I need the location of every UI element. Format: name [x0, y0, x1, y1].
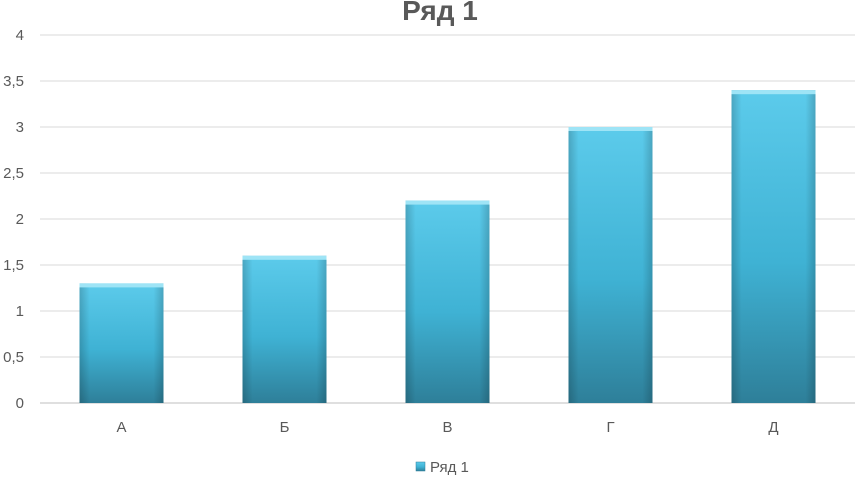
legend: Ряд 1: [415, 459, 469, 476]
bar: [731, 90, 816, 403]
bar: [242, 255, 327, 403]
chart-title: Ряд 1: [402, 0, 478, 26]
bar-cap: [731, 90, 816, 95]
y-tick-label: 0,5: [3, 349, 24, 366]
legend-label: Ряд 1: [430, 459, 469, 476]
y-tick-label: 1,5: [3, 257, 24, 274]
bar-shading: [242, 255, 327, 403]
x-tick-label: Д: [768, 419, 778, 436]
bar-shading: [568, 127, 653, 403]
y-tick-label: 2: [16, 211, 24, 228]
bar: [568, 127, 653, 403]
y-tick-label: 3: [16, 119, 24, 136]
y-tick-label: 3,5: [3, 73, 24, 90]
x-axis-ticks: А Б В Г Д: [116, 419, 778, 436]
bar-cap: [79, 283, 164, 288]
x-tick-label: А: [116, 419, 126, 436]
bar-shading: [79, 283, 164, 403]
bar-shading: [731, 90, 816, 403]
y-tick-label: 4: [16, 27, 24, 44]
bar-shading: [405, 200, 490, 403]
bar-cap: [405, 200, 490, 205]
x-tick-label: Г: [606, 419, 614, 436]
bar-cap: [568, 127, 653, 131]
bar: [79, 283, 164, 403]
y-axis-ticks: 0 0,5 1 1,5 2 2,5 3 3,5 4: [3, 27, 24, 412]
legend-swatch: [415, 461, 426, 472]
y-tick-label: 0: [16, 395, 24, 412]
bar: [405, 200, 490, 403]
bars: [79, 90, 816, 403]
bar-cap: [242, 255, 327, 260]
x-tick-label: В: [442, 419, 452, 436]
y-tick-label: 1: [16, 303, 24, 320]
x-tick-label: Б: [280, 419, 290, 436]
y-tick-label: 2,5: [3, 165, 24, 182]
